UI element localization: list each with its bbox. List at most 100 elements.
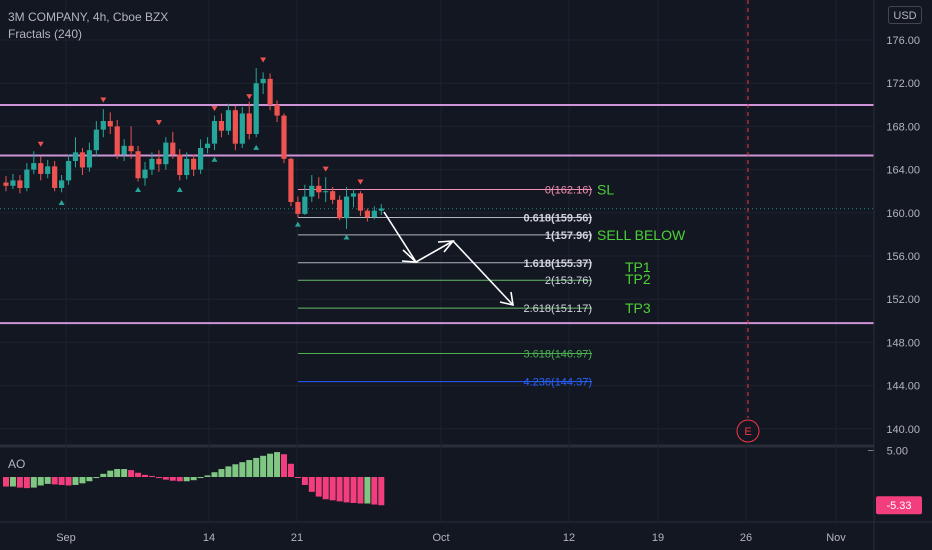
candle-body [274, 104, 280, 116]
candle-body [371, 210, 377, 218]
ao-bar [253, 457, 260, 477]
fib-note-label: TP2 [625, 271, 651, 287]
time-tick-label: 12 [563, 532, 575, 544]
ao-bar [169, 477, 176, 481]
fib-note-label: SELL BELOW [597, 227, 686, 243]
ao-bar [142, 474, 148, 477]
ao-bar [86, 477, 93, 482]
ao-bar [336, 477, 343, 502]
candle-body [309, 185, 315, 197]
ao-bar [93, 477, 100, 479]
ao-bar [329, 477, 336, 501]
time-tick-label: 19 [652, 532, 664, 544]
ao-bar [350, 477, 357, 503]
candle-body [364, 210, 370, 218]
candle-body [288, 158, 294, 202]
time-axis[interactable]: Sep 14 21 Oct 12 19 26 Nov [0, 521, 932, 544]
fib-label: 2.618(151.17) [524, 303, 593, 315]
fractal-up-marker [155, 120, 162, 126]
ao-bar [44, 477, 51, 484]
candle-body [316, 185, 322, 193]
candle-body [330, 191, 336, 200]
ao-value-label: -5.33 [886, 500, 911, 512]
candle-body [253, 83, 259, 134]
price-tick-label: 144.00 [886, 381, 920, 393]
candle-body [142, 169, 148, 179]
fractal-down-marker [343, 234, 350, 240]
time-tick-label: 21 [291, 532, 303, 544]
time-tick-label: Nov [826, 532, 846, 544]
ao-tick-label: 5.00 [887, 446, 908, 458]
currency-button[interactable]: USD [888, 6, 922, 24]
candle-body [343, 196, 350, 219]
ao-bar [322, 477, 329, 500]
time-tick-label: Oct [432, 532, 449, 544]
ao-bar [51, 477, 58, 485]
fib-label: 3.618(146.97) [524, 349, 593, 361]
ao-bar [121, 469, 128, 477]
earnings-event[interactable]: E [736, 0, 760, 443]
price-tick-label: 176.00 [886, 35, 920, 47]
candle-body [281, 115, 287, 159]
ao-bar [79, 477, 86, 484]
ao-bar [378, 477, 385, 506]
price-tick-label: 140.00 [886, 424, 920, 436]
price-axis[interactable]: 176.00 172.00 168.00 164.00 160.00 156.00 152.… [873, 0, 932, 550]
ao-bar [308, 477, 315, 492]
price-tick-label: 168.00 [886, 121, 920, 133]
ao-bar [301, 477, 308, 485]
candle-body [350, 193, 357, 197]
time-tick-label: 14 [203, 532, 215, 544]
candle-body [184, 158, 190, 175]
candle-body [302, 196, 308, 214]
ao-bar [260, 455, 267, 477]
ao-bar [218, 469, 225, 477]
fib-label: 2(153.76) [545, 275, 592, 287]
fractal-down-marker [294, 221, 301, 227]
ao-bar [315, 477, 322, 497]
candle-body [59, 180, 65, 188]
fib-note-label: TP3 [625, 300, 651, 316]
candle-body [86, 150, 92, 168]
ao-histogram [3, 450, 874, 506]
ao-bar [183, 477, 190, 482]
ao-bar [148, 475, 155, 477]
ao-bar [72, 477, 79, 485]
ao-bar [211, 472, 218, 477]
candle-body [38, 163, 44, 174]
candle-body [24, 169, 30, 188]
ao-bar [239, 462, 246, 477]
ao-bar [364, 477, 371, 504]
candle-body [52, 166, 58, 188]
time-tick-label: 26 [740, 532, 752, 544]
candle-body [295, 202, 301, 214]
fractal-up-marker [260, 57, 267, 63]
indicator-label[interactable]: Fractals (240) [8, 27, 83, 41]
price-tick-label: 148.00 [886, 337, 920, 349]
candle-body [79, 152, 86, 168]
price-axis-bg [874, 0, 932, 550]
candle-body [198, 148, 204, 170]
ao-bar [100, 473, 107, 477]
ao-bar [162, 477, 169, 480]
candle-body [72, 152, 79, 161]
candle-body [107, 121, 113, 127]
fib-note-label: TP1 [625, 259, 651, 275]
ao-bar [281, 454, 287, 477]
fractal-down-marker [211, 156, 218, 162]
price-tick-label: 164.00 [886, 165, 920, 177]
grid [0, 0, 932, 522]
ao-bar [9, 477, 16, 487]
symbol-title[interactable]: 3M COMPANY, 4h, Cboe BZX [8, 10, 169, 24]
ao-bar [135, 472, 142, 477]
candle-body [204, 143, 211, 148]
ao-bar [232, 464, 239, 477]
fractal-down-marker [58, 200, 65, 205]
zigzag-arrow [383, 211, 514, 307]
candle-body [218, 121, 225, 131]
fractal-down-marker [176, 187, 183, 193]
ao-bar [287, 463, 294, 477]
fib-label: 0.618(159.56) [524, 213, 593, 225]
price-tick-label: 152.00 [886, 294, 920, 306]
